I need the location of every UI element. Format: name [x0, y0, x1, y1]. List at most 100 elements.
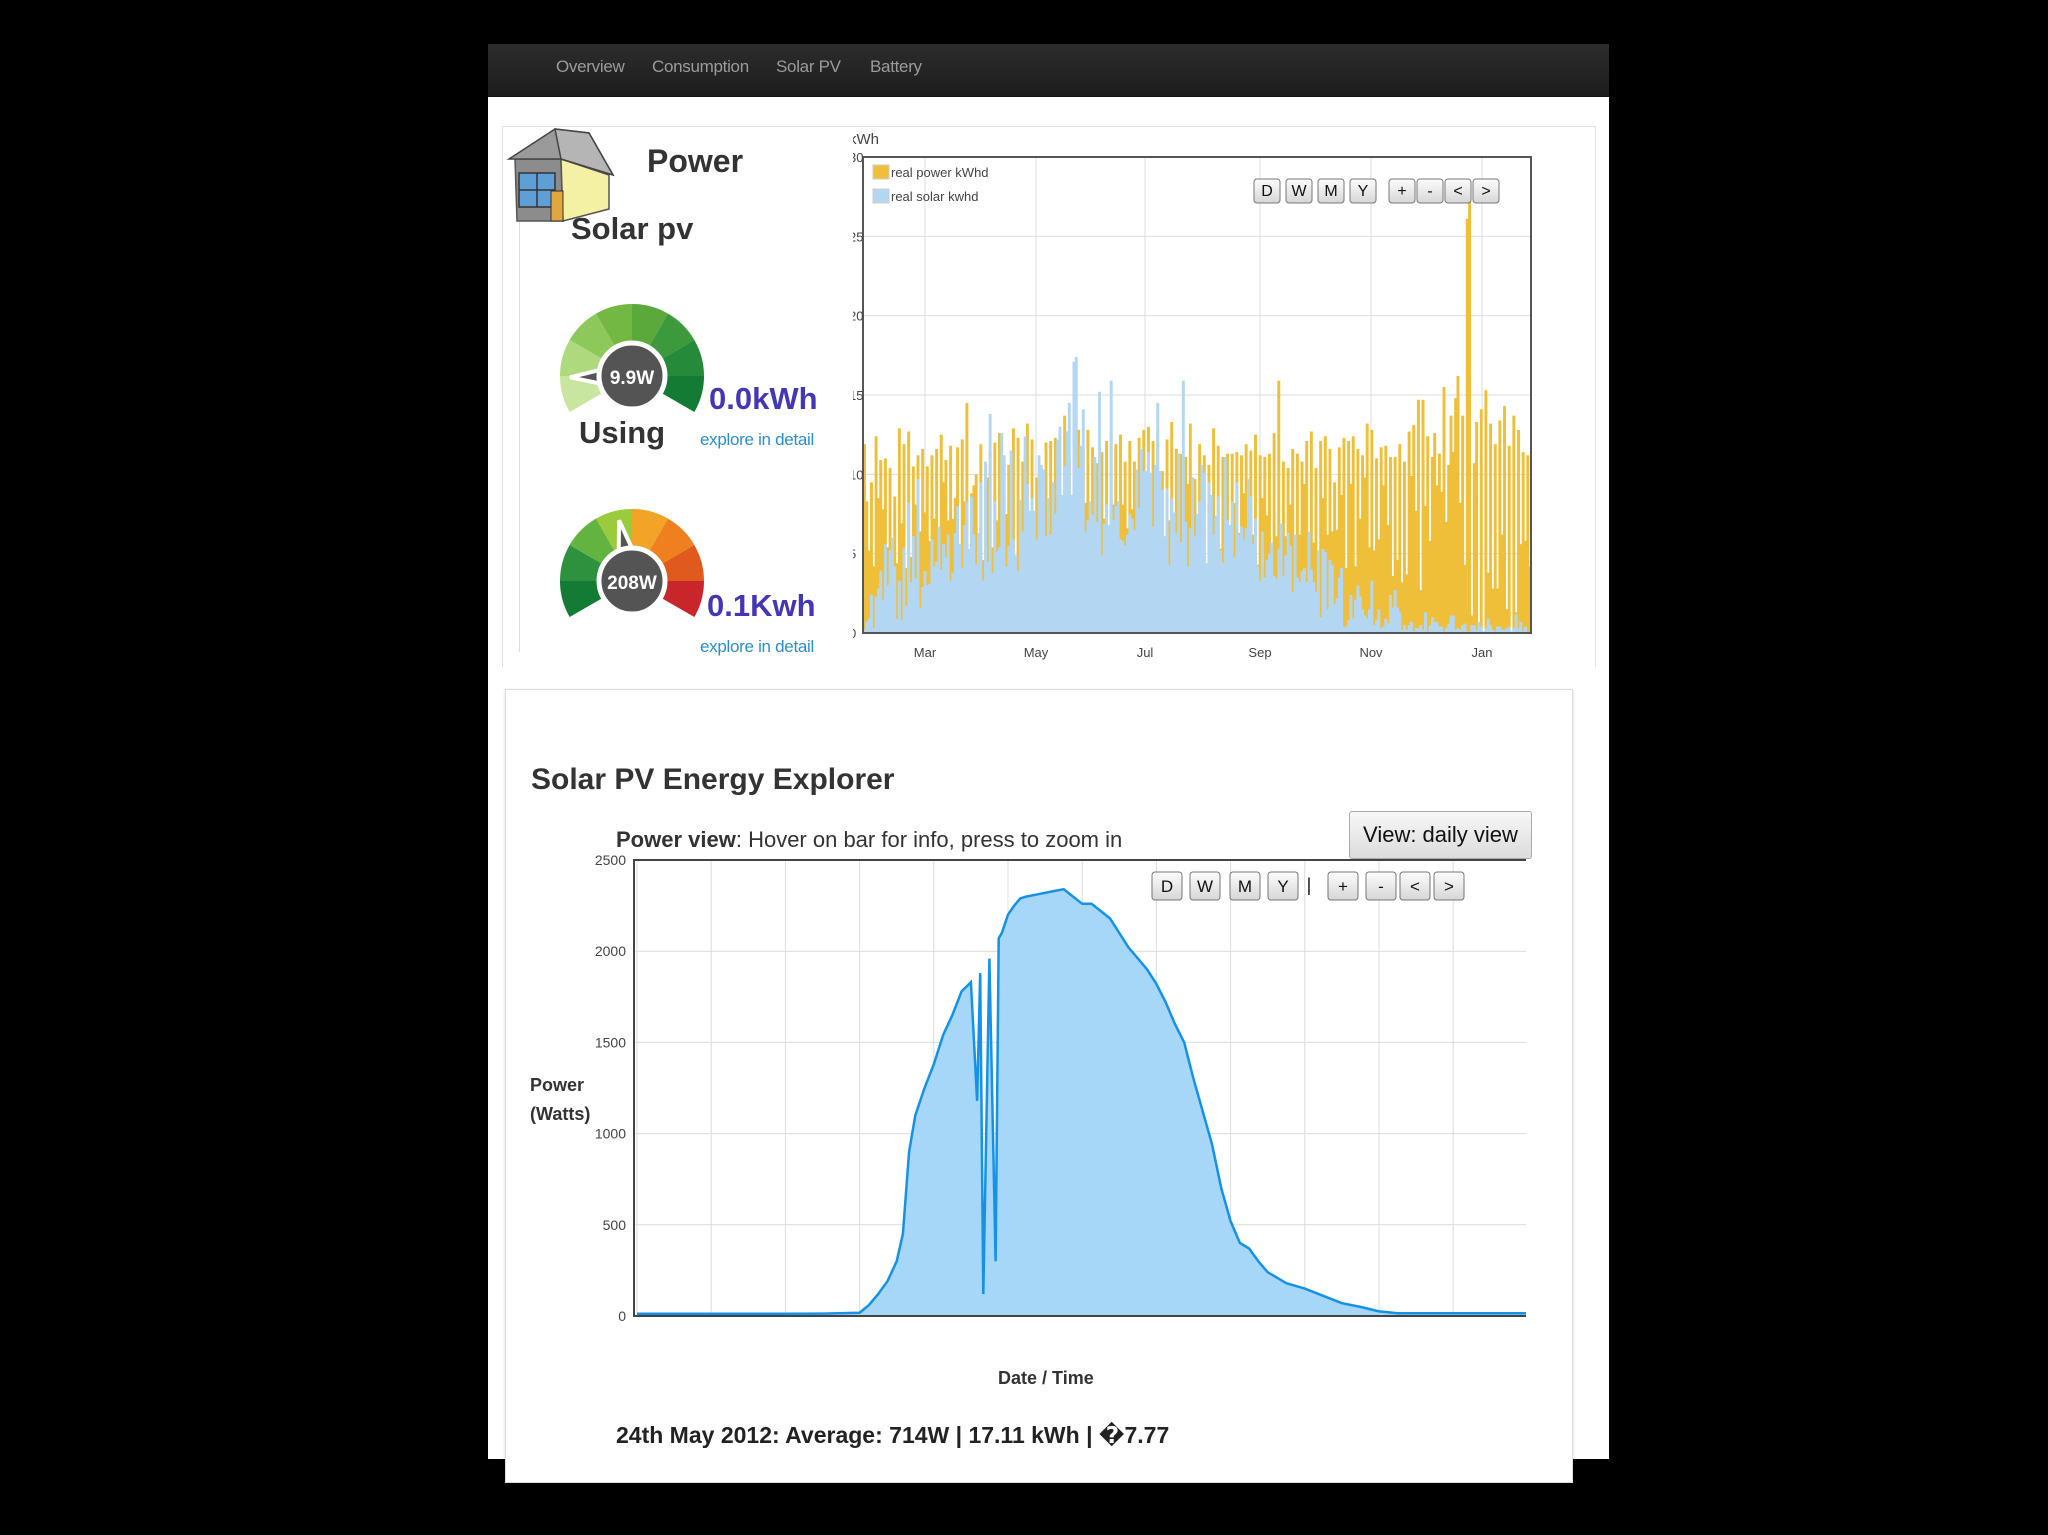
solar-bar [1119, 539, 1122, 633]
solar-bar [1088, 501, 1092, 633]
solar-bar [1000, 433, 1004, 633]
power-bar [876, 498, 880, 633]
solar-bar [904, 606, 908, 633]
nav-solar-pv[interactable]: Solar PV [776, 57, 841, 76]
power-bar [1412, 425, 1416, 633]
power-bar [1340, 494, 1344, 633]
solar-bar [874, 596, 878, 633]
solar-bar [1146, 452, 1150, 633]
power-bar [997, 433, 1001, 633]
solar-bar [1344, 626, 1348, 633]
explorer-y-tick: 500 [603, 1217, 627, 1233]
solar-bar [1023, 436, 1027, 633]
solar-bar [1484, 628, 1488, 633]
history-button-7[interactable]: > [1472, 178, 1500, 204]
power-bar [974, 474, 978, 633]
power-bar [1428, 540, 1432, 633]
solar-bar [1226, 520, 1230, 633]
power-bar [1526, 455, 1530, 633]
solar-bar [939, 569, 943, 633]
using-energy-reading: 0.1Kwh [707, 588, 816, 623]
power-bar [1300, 461, 1304, 633]
history-button-0[interactable]: D [1253, 178, 1281, 204]
power-view-label: Power view [616, 827, 736, 852]
explorer-button-label: D [1161, 877, 1173, 896]
solar-bar [1039, 464, 1043, 633]
power-bar [1458, 502, 1462, 633]
power-bar [1442, 387, 1446, 633]
solar-bar [879, 571, 883, 633]
solar-bar [865, 621, 869, 633]
explorer-button-1[interactable]: W [1189, 871, 1221, 901]
explorer-button-6[interactable]: - [1365, 871, 1397, 901]
solar-bar [1256, 566, 1260, 633]
solar-bar [935, 561, 939, 633]
solar-bar [1060, 494, 1064, 633]
explorer-button-3[interactable]: Y [1267, 871, 1299, 901]
solar-bar [1382, 626, 1385, 633]
solar-bar [1379, 628, 1383, 633]
power-bar [1370, 429, 1374, 633]
solar-bar [1444, 628, 1448, 633]
solar-bar [1142, 471, 1146, 633]
solar-bar [1249, 496, 1253, 633]
nav-battery[interactable]: Battery [870, 57, 922, 76]
solar-bar [1198, 501, 1202, 633]
history-x-tick: Jul [1137, 645, 1154, 660]
solar-bar [1486, 618, 1490, 633]
explorer-button-7[interactable]: < [1399, 871, 1431, 901]
solar-bar [911, 536, 915, 633]
solar-bar [1496, 626, 1500, 633]
using-explore-link[interactable]: explore in detail [700, 637, 814, 656]
history-button-5[interactable]: - [1416, 178, 1444, 204]
solar-bar [902, 547, 906, 633]
solar-gauge-value: 9.9W [610, 368, 654, 389]
explorer-button-5[interactable]: + [1327, 871, 1359, 901]
history-button-3[interactable]: Y [1349, 178, 1377, 204]
view-mode-button[interactable]: View: daily view [1349, 811, 1532, 859]
power-bar [1272, 433, 1276, 633]
solar-bar [1472, 625, 1476, 633]
nav-consumption[interactable]: Consumption [652, 57, 749, 76]
solar-bar [1086, 520, 1090, 633]
solar-explore-link[interactable]: explore in detail [700, 430, 814, 449]
history-button-4[interactable]: + [1388, 178, 1416, 204]
solar-bar [1051, 482, 1055, 633]
solar-bar [1214, 515, 1218, 633]
power-bar [1314, 467, 1318, 633]
solar-bar [921, 586, 925, 633]
solar-bar [1116, 501, 1120, 633]
explorer-button-2[interactable]: M [1229, 871, 1261, 901]
solar-bar [914, 579, 918, 633]
solar-bar [991, 572, 994, 633]
power-bar [1433, 433, 1437, 633]
solar-bar [881, 599, 885, 633]
solar-bar [1316, 550, 1320, 633]
solar-bar [1402, 625, 1406, 633]
explorer-button-8[interactable]: > [1433, 871, 1465, 901]
history-button-2[interactable]: M [1317, 178, 1345, 204]
power-bar [1479, 409, 1483, 633]
solar-bar [1102, 523, 1106, 633]
solar-bar [1188, 528, 1192, 633]
explorer-button-label: > [1444, 877, 1454, 896]
daily-energy-chart[interactable]: kWh 0 5 10 15 20 25 30 Mar May Jul Sep Nov Jan real… [853, 127, 1553, 667]
solar-bar [1251, 544, 1255, 633]
solar-bar [1205, 563, 1209, 633]
power-bar [1414, 510, 1418, 633]
power-bar [867, 550, 871, 633]
nav-overview[interactable]: Overview [556, 57, 625, 76]
explorer-button-0[interactable]: D [1151, 871, 1183, 901]
power-bar [1493, 444, 1497, 633]
solar-bar [1351, 618, 1355, 633]
solar-bar [986, 561, 990, 633]
history-button-6[interactable]: < [1444, 178, 1472, 204]
explorer-y-tick: 2500 [595, 852, 626, 868]
solar-bar [960, 567, 964, 633]
power-bar [1475, 421, 1479, 633]
solar-bar [876, 588, 880, 633]
solar-bar [909, 582, 913, 633]
power-bar [1430, 456, 1434, 633]
history-button-1[interactable]: W [1285, 178, 1313, 204]
